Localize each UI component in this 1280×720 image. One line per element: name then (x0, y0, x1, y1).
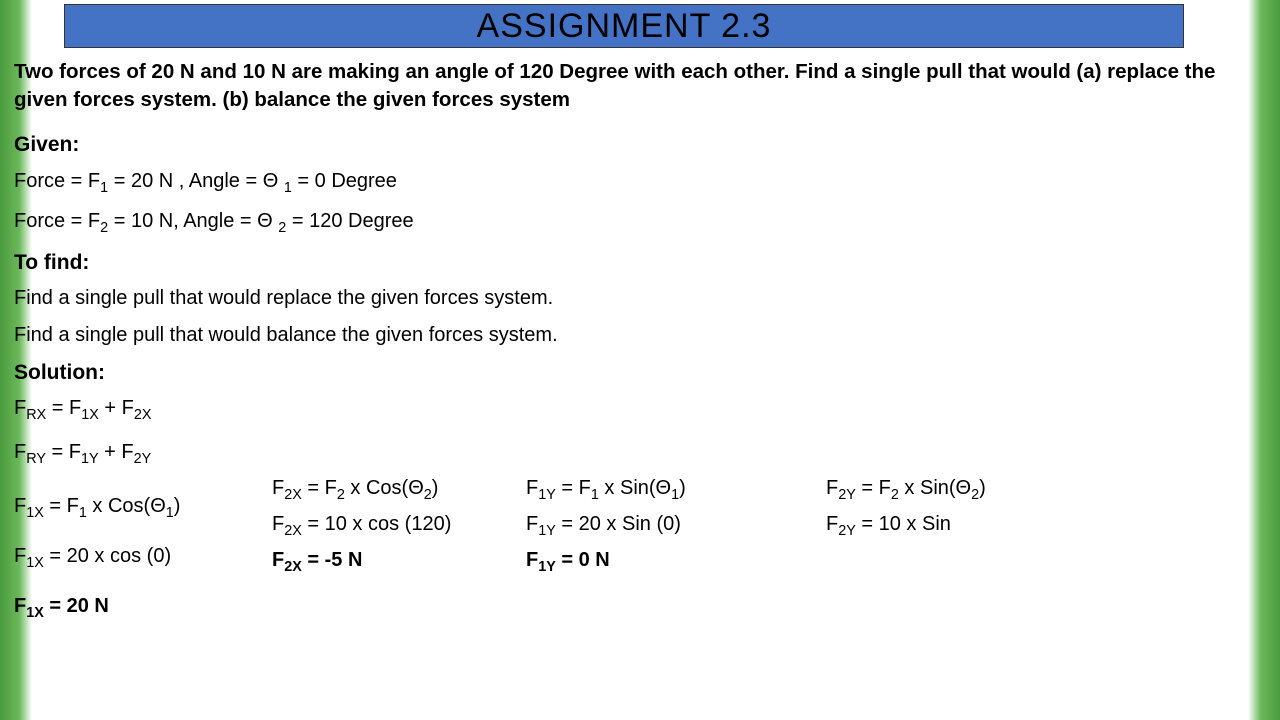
given-label: Given: (14, 131, 1266, 159)
txt: Force = F (14, 170, 100, 192)
equation-f1y_a: F1Y = F1 x Sin(Θ1) (526, 475, 686, 505)
txt: , Angle = Θ (179, 170, 284, 192)
equation-f2x_b: F2X = 10 x cos (120) (272, 511, 451, 541)
sub: 1 (100, 180, 108, 196)
content-area: Two forces of 20 N and 10 N are making a… (14, 58, 1266, 635)
txt: = 10 N, (108, 210, 183, 232)
equation-frx: FRX = F1X + F2X (14, 395, 151, 425)
txt: = 0 Degree (292, 170, 397, 192)
solution-label: Solution: (14, 359, 1266, 387)
equation-f1y_b: F1Y = 20 x Sin (0) (526, 511, 681, 541)
tofind-2: Find a single pull that would balance th… (14, 322, 1266, 349)
problem-statement: Two forces of 20 N and 10 N are making a… (14, 58, 1266, 113)
tofind-1: Find a single pull that would replace th… (14, 285, 1266, 312)
equation-f1x_b: F1X = 20 x cos (0) (14, 543, 171, 573)
equation-f2x_c: F2X = -5 N (272, 547, 362, 577)
sub: 2 (100, 220, 108, 236)
tofind-label: To find: (14, 249, 1266, 277)
equation-f1x_c: F1X = 20 N (14, 593, 109, 623)
equation-f1y_c: F1Y = 0 N (526, 547, 610, 577)
txt: = 20 N (108, 170, 173, 192)
equation-f2y_b: F2Y = 10 x Sin (826, 511, 951, 541)
equations-area: FRX = F1X + F2X FRY = F1Y + F2Y F1X = F1 x… (14, 395, 1266, 635)
txt: = 120 Degree (286, 210, 413, 232)
given-line-1: Force = F1 = 20 N , Angle = Θ 1 = 0 Degr… (14, 168, 1266, 198)
equation-fry: FRY = F1Y + F2Y (14, 439, 151, 469)
equation-f2y_a: F2Y = F2 x Sin(Θ2) (826, 475, 986, 505)
equation-f1x_a: F1X = F1 x Cos(Θ1) (14, 493, 180, 523)
title-bar: ASSIGNMENT 2.3 (64, 4, 1184, 48)
sub: 1 (284, 180, 292, 196)
equation-f2x_a: F2X = F2 x Cos(Θ2) (272, 475, 438, 505)
txt: Angle = Θ (183, 210, 278, 232)
given-line-2: Force = F2 = 10 N, Angle = Θ 2 = 120 Deg… (14, 208, 1266, 238)
txt: Force = F (14, 210, 100, 232)
title-text: ASSIGNMENT 2.3 (477, 7, 772, 46)
